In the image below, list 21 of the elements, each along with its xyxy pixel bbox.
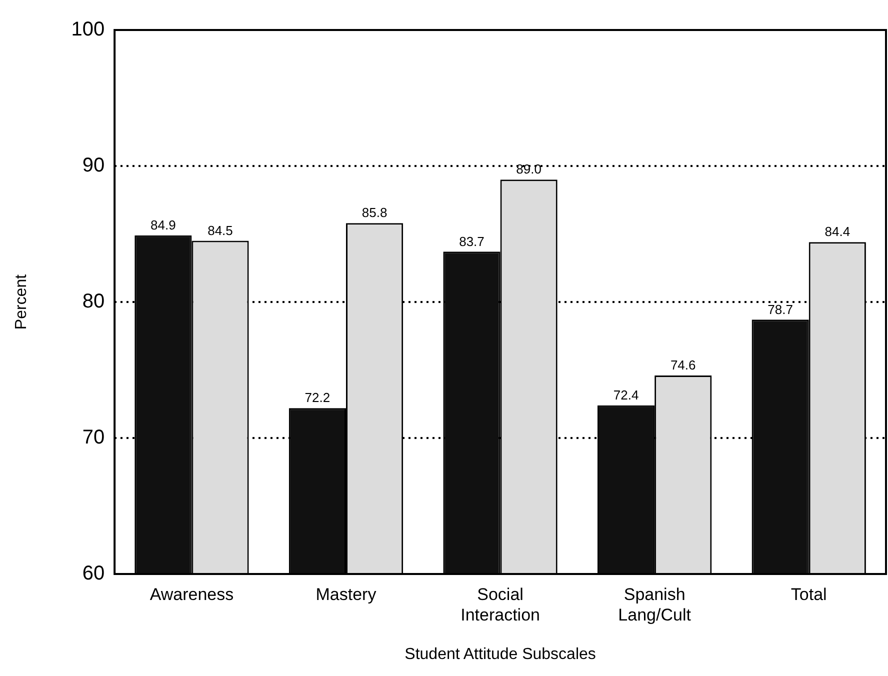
y-axis-title: Percent [13, 274, 30, 330]
data-label: 72.2 [304, 390, 330, 406]
x-axis-title: Student Attitude Subscales [404, 646, 596, 663]
data-label: 84.9 [150, 217, 176, 232]
data-label: 72.4 [613, 387, 639, 402]
y-tick-label: 100 [71, 18, 105, 41]
data-label: 85.8 [362, 205, 388, 220]
y-tick-label: 90 [82, 154, 105, 177]
data-label: 84.4 [824, 224, 850, 240]
x-tick-label: Social Interaction [460, 584, 540, 624]
x-tick-label: Spanish Lang/Cult [618, 584, 692, 624]
y-tick-label: 80 [82, 290, 105, 313]
x-tick-label: Awareness [150, 584, 234, 604]
data-label: 74.6 [670, 358, 696, 373]
data-label: 78.7 [768, 302, 793, 317]
y-tick-label: 70 [82, 426, 105, 449]
x-tick-label: Mastery [316, 584, 377, 604]
data-label: 84.5 [208, 222, 233, 238]
x-tick-label: Total [790, 584, 827, 604]
data-label: 83.7 [459, 234, 484, 249]
y-tick-label: 60 [82, 562, 105, 585]
